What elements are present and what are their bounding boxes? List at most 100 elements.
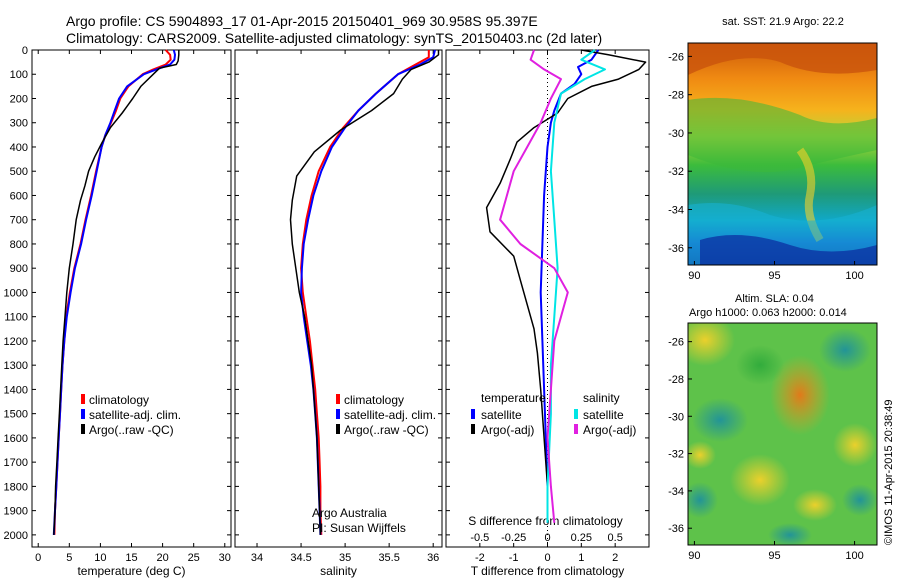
temperature-legend-label: climatology xyxy=(89,393,149,407)
x2-tick-label: 0 xyxy=(544,532,550,544)
y-tick-label: 600 xyxy=(10,190,28,202)
temperature-legend-label: Argo(..raw -QC) xyxy=(89,423,174,437)
y-tick-label: 1200 xyxy=(4,336,28,348)
y-tick-label: 200 xyxy=(10,93,28,105)
diff-legend-label: Argo(-adj) xyxy=(481,423,534,437)
map-y-tick-label: -32 xyxy=(668,449,684,461)
x2-tick-label: -0.5 xyxy=(470,532,489,544)
credit-pi: PI: Susan Wijffels xyxy=(312,521,406,535)
diff-legend-label: Argo(-adj) xyxy=(583,423,636,437)
y-tick-label: 1300 xyxy=(4,360,28,372)
x-tick-label: -2 xyxy=(475,552,485,564)
diff-legend-swatch xyxy=(471,409,475,419)
sla-map-image xyxy=(688,323,877,545)
y-tick-label: 1000 xyxy=(4,287,28,299)
y-tick-label: 1600 xyxy=(4,433,28,445)
x-tick-label: 30 xyxy=(219,552,231,564)
x-tick-label: -1 xyxy=(509,552,519,564)
diff-legend-salinity-header: salinity xyxy=(583,391,620,405)
difference-series-line xyxy=(546,49,606,523)
y-tick-label: 1500 xyxy=(4,409,28,421)
salinity-legend-label: climatology xyxy=(344,393,404,407)
temperature-profile-panel: 0100200300400500600700800900100011001200… xyxy=(4,45,232,578)
map-y-tick-label: -36 xyxy=(668,243,684,255)
differences-x2-axis-label: S difference from climatology xyxy=(468,514,623,528)
salinity-series-line xyxy=(289,50,440,535)
y-tick-label: 2000 xyxy=(4,530,28,542)
figure-title-line1: Argo profile: CS 5904893_17 01-Apr-2015 … xyxy=(66,13,538,29)
credit-organization: Argo Australia xyxy=(312,506,387,520)
y-tick-label: 1100 xyxy=(4,312,28,324)
x-tick-label: 0 xyxy=(544,552,550,564)
y-tick-label: 800 xyxy=(10,239,28,251)
temperature-legend-label: satellite-adj. clim. xyxy=(89,408,181,422)
y-tick-label: 0 xyxy=(22,45,28,57)
difference-series-line xyxy=(539,49,600,523)
temperature-legend-swatch xyxy=(81,409,85,419)
map-y-tick-label: -30 xyxy=(668,411,684,423)
y-tick-label: 700 xyxy=(10,215,28,227)
map-x-tick-label: 90 xyxy=(688,550,700,562)
diff-legend-swatch xyxy=(471,424,475,434)
x-tick-label: 2 xyxy=(612,552,618,564)
temperature-legend-swatch xyxy=(81,394,85,404)
imos-timestamp: ©IMOS 11-Apr-2015 20:38:49 xyxy=(883,400,895,545)
diff-legend-swatch xyxy=(574,409,578,419)
diff-legend-label: satellite xyxy=(481,408,522,422)
temperature-x-axis-label: temperature (deg C) xyxy=(77,564,185,578)
salinity-series-line xyxy=(300,50,430,535)
temperature-series-line xyxy=(53,49,172,535)
temperature-legend-swatch xyxy=(81,424,85,434)
map-y-tick-label: -26 xyxy=(668,337,684,349)
diff-legend-swatch xyxy=(574,424,578,434)
x-tick-label: 1 xyxy=(578,552,584,564)
x-tick-label: 34.5 xyxy=(290,552,311,564)
diff-legend-label: satellite xyxy=(583,408,624,422)
map-y-tick-label: -36 xyxy=(668,523,684,535)
salinity-legend-swatch xyxy=(336,409,340,419)
sla-map-title: Altim. SLA: 0.04 xyxy=(735,293,814,305)
salinity-plot-frame xyxy=(234,49,443,548)
map-y-tick-label: -34 xyxy=(668,205,684,217)
x-tick-label: 10 xyxy=(94,552,106,564)
salinity-profile-panel: 34 34.5 35 35.5 36 salinity climatologysatelli… xyxy=(234,49,443,578)
difference-series-line xyxy=(485,49,647,523)
salinity-series-line xyxy=(300,49,436,535)
y-tick-label: 900 xyxy=(10,263,28,275)
map-x-tick-label: 95 xyxy=(768,550,780,562)
x-tick-label: 5 xyxy=(66,552,72,564)
map-y-tick-label: -30 xyxy=(668,128,684,140)
sst-map-panel: sat. SST: 21.9 Argo: 22.2 90 95 100 -26 -28 -… xyxy=(668,16,878,282)
sla-map-subtitle: Argo h1000: 0.063 h2000: 0.014 xyxy=(689,307,847,319)
salinity-legend-label: Argo(..raw -QC) xyxy=(344,423,429,437)
x2-tick-label: -0.25 xyxy=(501,532,526,544)
map-y-tick-label: -28 xyxy=(668,374,684,386)
map-x-tick-label: 90 xyxy=(688,270,700,282)
map-y-tick-label: -32 xyxy=(668,166,684,178)
x-tick-label: 25 xyxy=(188,552,200,564)
y-tick-label: 1400 xyxy=(4,384,28,396)
map-x-tick-label: 100 xyxy=(845,550,863,562)
map-y-tick-label: -26 xyxy=(668,51,684,63)
y-tick-label: 400 xyxy=(10,142,28,154)
salinity-legend-swatch xyxy=(336,394,340,404)
x2-tick-label: 0.5 xyxy=(608,532,623,544)
map-y-tick-label: -28 xyxy=(668,90,684,102)
x-tick-label: 34 xyxy=(251,552,263,564)
temperature-series-line xyxy=(53,50,180,535)
y-tick-label: 300 xyxy=(10,118,28,130)
sst-map-image xyxy=(688,43,877,265)
salinity-x-axis-label: salinity xyxy=(320,564,357,578)
x-tick-label: 36 xyxy=(427,552,439,564)
y-tick-label: 1800 xyxy=(4,481,28,493)
diff-legend-temperature-header: temperature xyxy=(481,391,546,405)
y-tick-label: 1700 xyxy=(4,457,28,469)
x-tick-label: 15 xyxy=(125,552,137,564)
salinity-legend-label: satellite-adj. clim. xyxy=(344,408,436,422)
map-y-tick-label: -34 xyxy=(668,486,684,498)
difference-series-line xyxy=(499,49,569,523)
y-tick-label: 1900 xyxy=(4,506,28,518)
x-tick-label: 20 xyxy=(156,552,168,564)
y-tick-label: 500 xyxy=(10,166,28,178)
